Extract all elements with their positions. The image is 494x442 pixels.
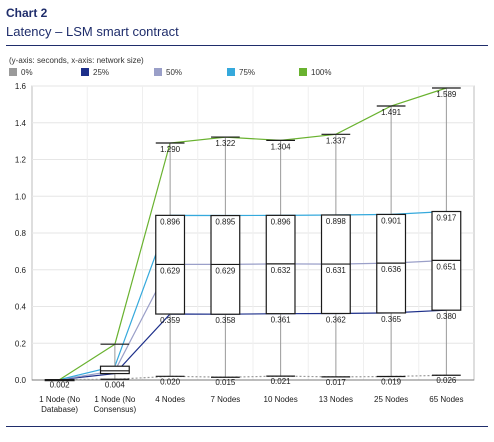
legend-item-75: 75% [227,66,255,78]
data-label-max: 1.491 [381,108,402,117]
box-iqr [265,214,296,315]
data-label-max: 1.304 [271,142,292,151]
data-label-median: 0.632 [271,266,292,275]
y-tick-label: 0.0 [15,376,27,385]
x-tick-label: Consensus) [94,405,137,414]
legend-item-50: 50% [154,66,182,78]
x-tick-label: 25 Nodes [374,395,408,404]
chart-number: Chart 2 [6,6,48,20]
legend-label-25: 25% [93,67,110,77]
data-label-q3: 0.917 [436,214,457,223]
y-tick-label: 1.2 [15,156,27,165]
legend-label-50: 50% [166,67,183,77]
data-label-q1: 0.380 [436,312,457,321]
y-tick-label: 0.6 [15,266,27,275]
y-tick-label: 0.4 [15,303,27,312]
legend-label-75: 75% [239,67,256,77]
data-label-q3: 0.896 [160,217,181,226]
legend-item-25: 25% [81,66,109,78]
x-tick-label: Database) [41,405,78,414]
data-label-median: 0.629 [215,266,236,275]
y-tick-label: 1.6 [15,82,27,91]
data-label-q3: 0.901 [381,216,402,225]
chart-title: Latency – LSM smart contract [6,24,179,39]
data-label-median: 0.651 [436,262,457,271]
data-label-max: 1.589 [436,90,457,99]
bottom-divider [6,426,488,427]
axis-note: (y-axis: seconds, x-axis: network size) [9,56,144,65]
x-tick-label: 13 Nodes [319,395,353,404]
legend-swatch-25 [81,68,89,76]
data-label-min: 0.021 [271,377,292,386]
legend-item-0: 0% [9,66,33,78]
data-label-max: 1.322 [215,139,236,148]
series-line-100 [59,87,447,381]
legend-swatch-75 [227,68,235,76]
data-label-q1: 0.361 [271,316,292,325]
data-label-q1: 0.362 [326,315,347,324]
legend-swatch-0 [9,68,17,76]
x-tick-label: 4 Nodes [155,395,185,404]
y-tick-label: 1.0 [15,192,27,201]
data-label-q3: 0.895 [215,218,236,227]
data-label-max: 1.337 [326,136,347,145]
data-label-median: 0.629 [160,266,181,275]
data-label-min: 0.019 [381,378,402,387]
x-tick-label: 7 Nodes [210,395,240,404]
data-label-median: 0.631 [326,266,347,275]
x-tick-label: 1 Node (No [94,395,135,404]
data-label-median: 0.636 [381,265,402,274]
title-divider [6,45,488,46]
data-label-min: 0.002 [50,381,71,390]
data-label-q3: 0.896 [271,217,292,226]
data-label-min: 0.004 [105,380,126,389]
legend-label-100: 100% [311,67,332,77]
box-iqr [99,365,130,375]
data-label-min: 0.015 [215,378,236,387]
legend-label-0: 0% [21,67,33,77]
x-tick-label: 1 Node (No [39,395,80,404]
legend-swatch-50 [154,68,162,76]
data-label-q3: 0.898 [326,217,347,226]
data-label-max: 1.290 [160,145,181,154]
data-label-min: 0.017 [326,378,347,387]
legend-item-100: 100% [299,66,331,78]
legend-swatch-100 [299,68,307,76]
y-tick-label: 0.8 [15,229,27,238]
x-tick-label: 10 Nodes [264,395,298,404]
data-label-q1: 0.359 [160,316,181,325]
legend: 0% 25% 50% 75% 100% [9,66,449,78]
x-tick-label: 65 Nodes [429,395,463,404]
y-tick-label: 0.2 [15,339,27,348]
data-label-q1: 0.358 [215,316,236,325]
y-tick-label: 1.4 [15,119,27,128]
data-label-q1: 0.365 [381,315,402,324]
data-label-min: 0.026 [436,376,457,385]
data-label-min: 0.020 [160,377,181,386]
